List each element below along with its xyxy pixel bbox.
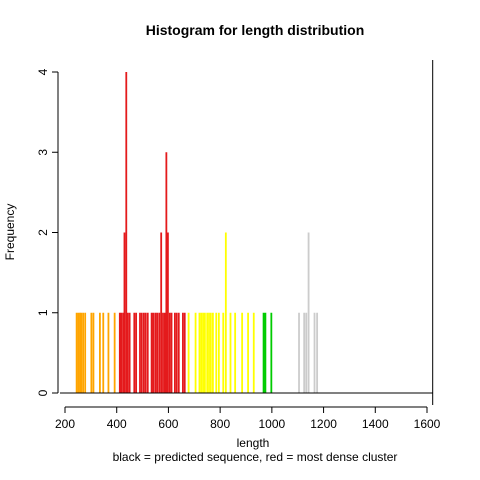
histogram-bar-43 [183, 312, 186, 393]
histogram-bar-27 [150, 312, 153, 393]
histogram-bar-60 [241, 312, 244, 393]
histogram-bar-45 [194, 312, 197, 393]
histogram-bar-41 [177, 312, 180, 393]
histogram-bar-30 [156, 312, 159, 393]
histogram-bar-28 [152, 312, 155, 393]
histogram-bar-9 [99, 312, 101, 393]
histogram-bar-7 [90, 312, 93, 393]
histogram-bar-68 [305, 312, 308, 393]
histogram-bar-66 [298, 312, 300, 393]
histogram-bar-48 [202, 312, 204, 393]
histogram-bar-56 [222, 312, 225, 393]
histogram-bar-57 [224, 232, 227, 393]
histogram-bar-54 [215, 312, 218, 393]
histogram-bar-61 [247, 312, 249, 393]
x-axis: 200 400 600 800 1000 1200 1400 1600 [55, 406, 441, 431]
x-tick-label-1000: 1000 [259, 417, 286, 431]
histogram-bar-37 [168, 312, 171, 393]
histogram-bar-26 [146, 312, 149, 393]
histogram-bar-51 [208, 312, 210, 393]
histogram-bar-23 [140, 312, 143, 393]
y-axis: 0 1 2 3 4 [36, 68, 59, 396]
histogram-bar-17 [125, 72, 128, 393]
histogram-bar-58 [229, 312, 232, 393]
x-tick-label-1600: 1600 [414, 417, 441, 431]
histogram-bar-12 [113, 312, 116, 393]
histogram-bar-71 [316, 312, 319, 393]
x-tick-label-400: 400 [107, 417, 127, 431]
histogram-bar-47 [200, 312, 203, 393]
histogram-bar-55 [217, 312, 220, 393]
histogram-bar-29 [154, 312, 157, 393]
histogram-bar-6 [84, 312, 87, 393]
histogram-bar-70 [313, 312, 316, 393]
histogram-bar-63 [262, 312, 265, 393]
histogram-bar-24 [142, 312, 145, 393]
histogram-bar-42 [182, 312, 184, 393]
histogram-bar-25 [144, 312, 147, 393]
histogram-bar-15 [122, 312, 125, 393]
x-tick-label-600: 600 [158, 417, 178, 431]
histogram-bar-18 [126, 312, 129, 393]
histogram-bar-46 [198, 312, 201, 393]
histogram-bar-35 [165, 152, 168, 393]
histogram-bar-22 [139, 312, 141, 393]
histogram-bar-36 [167, 232, 169, 393]
histogram-bar-10 [102, 312, 105, 393]
y-tick-label-3: 3 [36, 149, 50, 156]
histogram-bar-69 [307, 232, 310, 393]
histogram-bar-39 [173, 312, 176, 393]
y-tick-label-2: 2 [36, 229, 50, 236]
x-tick-label-1200: 1200 [310, 417, 337, 431]
histogram-bar-32 [160, 232, 163, 393]
histogram-bar-13 [118, 312, 121, 393]
histogram-bar-3 [79, 312, 81, 393]
histogram-bar-65 [270, 312, 273, 393]
histogram-bar-53 [212, 312, 214, 393]
y-tick-label-0: 0 [36, 389, 50, 396]
histogram-bar-44 [187, 312, 190, 393]
y-axis-label: Frequency [3, 204, 17, 261]
y-tick-label-1: 1 [36, 309, 50, 316]
x-axis-label: length [237, 436, 270, 450]
histogram-bar-64 [264, 312, 267, 393]
histogram-bar-20 [133, 312, 136, 393]
x-tick-label-800: 800 [210, 417, 230, 431]
bars-group [75, 72, 319, 393]
chart-subtitle: black = predicted sequence, red = most d… [113, 450, 398, 464]
chart-title: Histogram for length distribution [146, 22, 365, 38]
histogram-bar-50 [206, 312, 209, 393]
histogram-bar-38 [170, 312, 173, 393]
histogram-bar-67 [303, 312, 306, 393]
histogram-bar-2 [77, 312, 80, 393]
histogram-bar-62 [252, 312, 255, 393]
y-tick-label-4: 4 [36, 68, 50, 75]
histogram-bar-52 [209, 312, 212, 393]
histogram-bar-34 [163, 312, 166, 393]
histogram-bar-31 [158, 312, 161, 393]
histogram-bar-8 [92, 312, 95, 393]
x-tick-label-1400: 1400 [362, 417, 389, 431]
histogram-bar-4 [80, 312, 83, 393]
histogram-bar-16 [123, 232, 126, 393]
histogram-bar-33 [162, 312, 164, 393]
histogram-bar-5 [82, 312, 84, 393]
histogram-bar-14 [120, 312, 123, 393]
histogram-bar-49 [203, 312, 206, 393]
x-tick-label-200: 200 [55, 417, 75, 431]
histogram-bar-1 [75, 312, 78, 393]
histogram-bar-40 [175, 312, 178, 393]
histogram-bar-11 [107, 312, 110, 393]
histogram-bar-21 [135, 312, 138, 393]
histogram-bar-19 [128, 312, 131, 393]
histogram-bar-59 [234, 312, 237, 393]
